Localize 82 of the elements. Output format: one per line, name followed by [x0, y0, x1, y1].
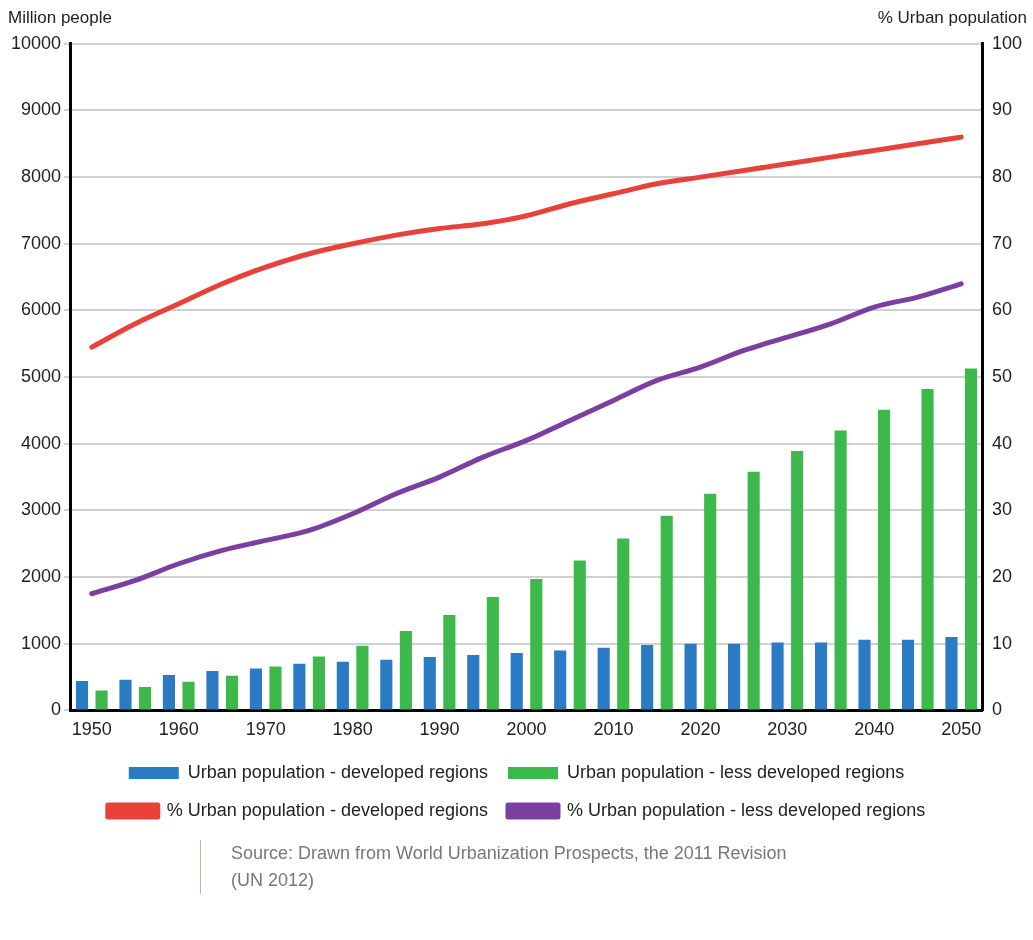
bar	[423, 657, 436, 710]
bar	[356, 645, 369, 710]
bar	[554, 650, 567, 710]
y2-tick-label: 50	[991, 366, 1012, 387]
bar	[162, 675, 176, 710]
y2-tick-label: 70	[991, 232, 1012, 253]
bar	[530, 579, 543, 710]
bar	[704, 493, 717, 710]
x-tick-label: 1950	[71, 719, 112, 740]
x-tick-label: 2010	[593, 719, 634, 740]
y2-tick-label: 80	[991, 166, 1012, 187]
bar	[249, 668, 262, 710]
bar	[138, 687, 152, 710]
legend-label: Urban population - developed regions	[187, 761, 489, 782]
y-tick-label: 5000	[21, 366, 62, 387]
bar	[964, 368, 978, 710]
bar	[791, 451, 804, 710]
y2-tick-label: 20	[991, 566, 1012, 587]
bar	[119, 679, 132, 710]
bar	[814, 642, 828, 710]
x-tick-label: 2000	[506, 719, 547, 740]
bar	[771, 642, 784, 710]
bar	[921, 389, 934, 710]
bar	[684, 643, 697, 710]
y-tick-label: 1000	[21, 632, 62, 653]
bar	[617, 538, 630, 710]
bar	[312, 656, 325, 710]
y-tick-label: 3000	[21, 499, 62, 520]
x-tick-label: 1980	[332, 719, 373, 740]
y2-tick-label: 40	[991, 432, 1012, 453]
y-tick-label: 8000	[21, 166, 62, 187]
bar	[206, 671, 219, 710]
source-note: Source: Drawn from World Urbanization Prospects, the 2011 Revision (UN 2012)	[200, 840, 791, 894]
x-tick-label: 2020	[680, 719, 721, 740]
y2-tick-label: 90	[991, 99, 1012, 120]
y-tick-label: 4000	[21, 432, 62, 453]
bar	[269, 666, 282, 710]
bar	[399, 631, 412, 710]
x-tick-label: 1960	[158, 719, 199, 740]
y2-tick-label: 10	[991, 632, 1012, 653]
legend-label: Urban population - less developed regions	[566, 761, 905, 782]
y-tick-label: 0	[51, 699, 62, 720]
y-tick-label: 6000	[21, 299, 62, 320]
y-tick-label: 10000	[10, 32, 62, 53]
bar	[858, 639, 871, 710]
y2-axis-title: % Urban population	[877, 8, 1027, 28]
bar	[293, 663, 306, 710]
x-tick-label: 2030	[767, 719, 808, 740]
y2-tick-label: 0	[991, 699, 1002, 720]
bar	[834, 430, 847, 710]
x-tick-label: 2050	[941, 719, 982, 740]
bar	[336, 661, 349, 710]
bar	[95, 690, 108, 710]
bar	[225, 675, 239, 710]
bar	[901, 639, 915, 710]
bar	[641, 645, 654, 710]
legend-label: % Urban population - developed regions	[166, 799, 488, 820]
bar	[467, 655, 480, 710]
x-tick-label: 1990	[419, 719, 460, 740]
y-tick-label: 2000	[21, 566, 62, 587]
bar	[75, 681, 89, 710]
y2-tick-label: 30	[991, 499, 1012, 520]
bar	[728, 643, 741, 710]
bar	[380, 659, 393, 710]
bar	[878, 409, 891, 710]
bar	[573, 560, 586, 710]
y-tick-label: 7000	[21, 232, 62, 253]
x-tick-label: 1970	[245, 719, 286, 740]
x-tick-label: 2040	[854, 719, 895, 740]
bar	[597, 647, 610, 710]
legend-label: % Urban population - less developed regions	[566, 799, 926, 820]
bar	[510, 653, 523, 710]
bar	[945, 637, 958, 710]
bar	[660, 515, 673, 710]
bar	[747, 471, 760, 710]
y2-tick-label: 60	[991, 299, 1012, 320]
bar	[443, 615, 456, 710]
bar	[182, 681, 195, 710]
bar	[486, 597, 499, 710]
y2-tick-label: 100	[991, 32, 1023, 53]
y-tick-label: 9000	[21, 99, 62, 120]
y-axis-title: Million people	[8, 8, 112, 28]
